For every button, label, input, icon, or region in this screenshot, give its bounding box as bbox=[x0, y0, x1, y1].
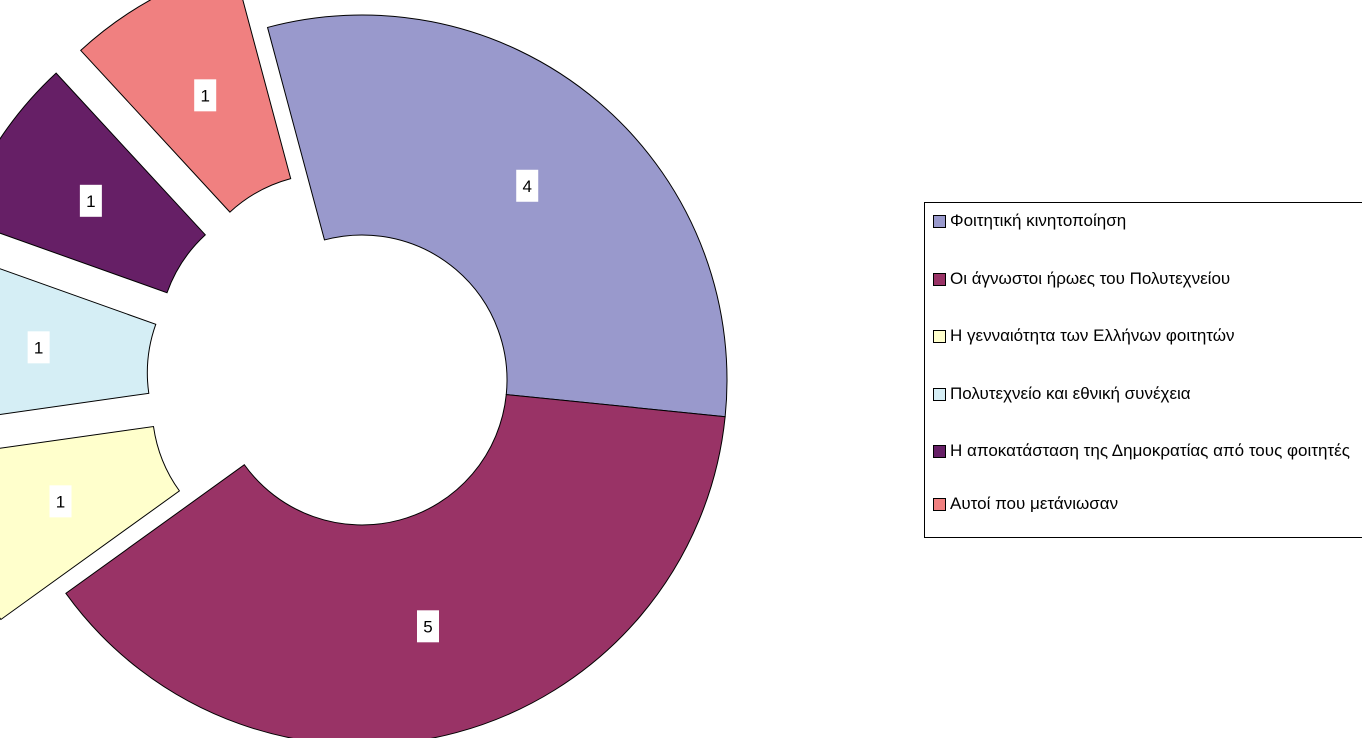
legend-swatch bbox=[933, 273, 946, 286]
doughnut-chart: 4 5 1 1 1 1 bbox=[0, 0, 728, 738]
slice-those-who-regretted bbox=[80, 0, 292, 213]
legend-item-restoration-of-democracy: Η αποκατάσταση της Δημοκρατίας από τους … bbox=[933, 441, 1362, 461]
legend-swatch bbox=[933, 388, 946, 401]
chart-slices bbox=[0, 0, 728, 738]
chart-data-labels: 4 5 1 1 1 1 bbox=[27, 79, 539, 643]
data-label-restoration-of-democracy: 1 bbox=[79, 184, 102, 217]
slice-restoration-of-democracy bbox=[0, 72, 206, 294]
legend-item-unknown-heroes: Οι άγνωστοι ήρωες του Πολυτεχνείου bbox=[933, 269, 1362, 289]
legend-label: Φοιτητική κινητοποίηση bbox=[950, 211, 1127, 230]
data-label-text: 5 bbox=[423, 617, 432, 636]
slice-bravery-of-students bbox=[0, 425, 181, 621]
data-label-text: 1 bbox=[34, 338, 43, 357]
slice-student-mobilization bbox=[266, 14, 728, 418]
data-label-text: 1 bbox=[56, 492, 65, 511]
legend-label: Πολυτεχνείο και εθνική συνέχεια bbox=[950, 384, 1191, 403]
data-label-unknown-heroes: 5 bbox=[416, 610, 439, 643]
data-label-bravery-of-students: 1 bbox=[49, 485, 72, 518]
legend-label: Η γενναιότητα των Ελλήνων φοιτητών bbox=[950, 326, 1235, 345]
data-label-text: 4 bbox=[522, 177, 531, 196]
legend-label: Οι άγνωστοι ήρωες του Πολυτεχνείου bbox=[950, 269, 1231, 288]
chart-legend: Φοιτητική κινητοποίηση Οι άγνωστοι ήρωες … bbox=[924, 202, 1362, 538]
legend-label: Η αποκατάσταση της Δημοκρατίας από τους … bbox=[950, 441, 1350, 460]
legend-swatch bbox=[933, 445, 946, 458]
data-label-text: 1 bbox=[200, 86, 209, 105]
slice-polytechnic-national-continuity bbox=[0, 268, 157, 415]
legend-item-student-mobilization: Φοιτητική κινητοποίηση bbox=[933, 211, 1362, 231]
data-label-polytechnic-national-continuity: 1 bbox=[27, 331, 50, 364]
slice-unknown-heroes bbox=[65, 394, 726, 738]
data-label-those-who-regretted: 1 bbox=[194, 79, 217, 112]
legend-swatch bbox=[933, 498, 946, 511]
legend-swatch bbox=[933, 215, 946, 228]
legend-swatch bbox=[933, 330, 946, 343]
legend-item-polytechnic-national-continuity: Πολυτεχνείο και εθνική συνέχεια bbox=[933, 384, 1362, 404]
legend-item-bravery-of-students: Η γενναιότητα των Ελλήνων φοιτητών bbox=[933, 326, 1362, 346]
legend-label: Αυτοί που μετάνιωσαν bbox=[950, 494, 1119, 513]
data-label-student-mobilization: 4 bbox=[516, 169, 539, 202]
legend-item-those-who-regretted: Αυτοί που μετάνιωσαν bbox=[933, 494, 1362, 514]
data-label-text: 1 bbox=[86, 192, 95, 211]
